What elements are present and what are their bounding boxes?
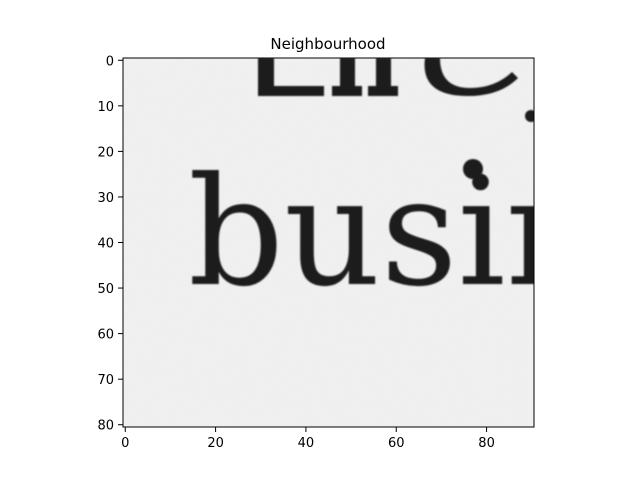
x-tick-label: 0 xyxy=(121,436,129,451)
y-tick-label: 80 xyxy=(97,419,114,434)
y-tick-label: 70 xyxy=(97,373,114,388)
paper-texture xyxy=(123,58,534,427)
x-tick-label: 60 xyxy=(388,436,405,451)
image-region: busin xyxy=(123,58,602,427)
y-tick-label: 0 xyxy=(106,54,114,69)
y-tick-label: 60 xyxy=(97,328,114,343)
chart-title: Neighbourhood xyxy=(270,35,385,53)
y-tick-label: 20 xyxy=(97,145,114,160)
x-axis: 0 20 40 60 80 xyxy=(121,427,495,451)
y-tick-label: 40 xyxy=(97,237,114,252)
y-tick-label: 30 xyxy=(97,191,114,206)
scanned-text xyxy=(258,58,534,179)
x-tick-label: 20 xyxy=(207,436,224,451)
y-tick-label: 10 xyxy=(97,100,114,115)
y-tick-label: 50 xyxy=(97,282,114,297)
x-tick-label: 40 xyxy=(298,436,315,451)
image-text-busin: busin xyxy=(188,146,602,320)
y-axis: 0 10 20 30 40 50 60 70 80 xyxy=(97,54,123,434)
x-tick-label: 80 xyxy=(478,436,495,451)
